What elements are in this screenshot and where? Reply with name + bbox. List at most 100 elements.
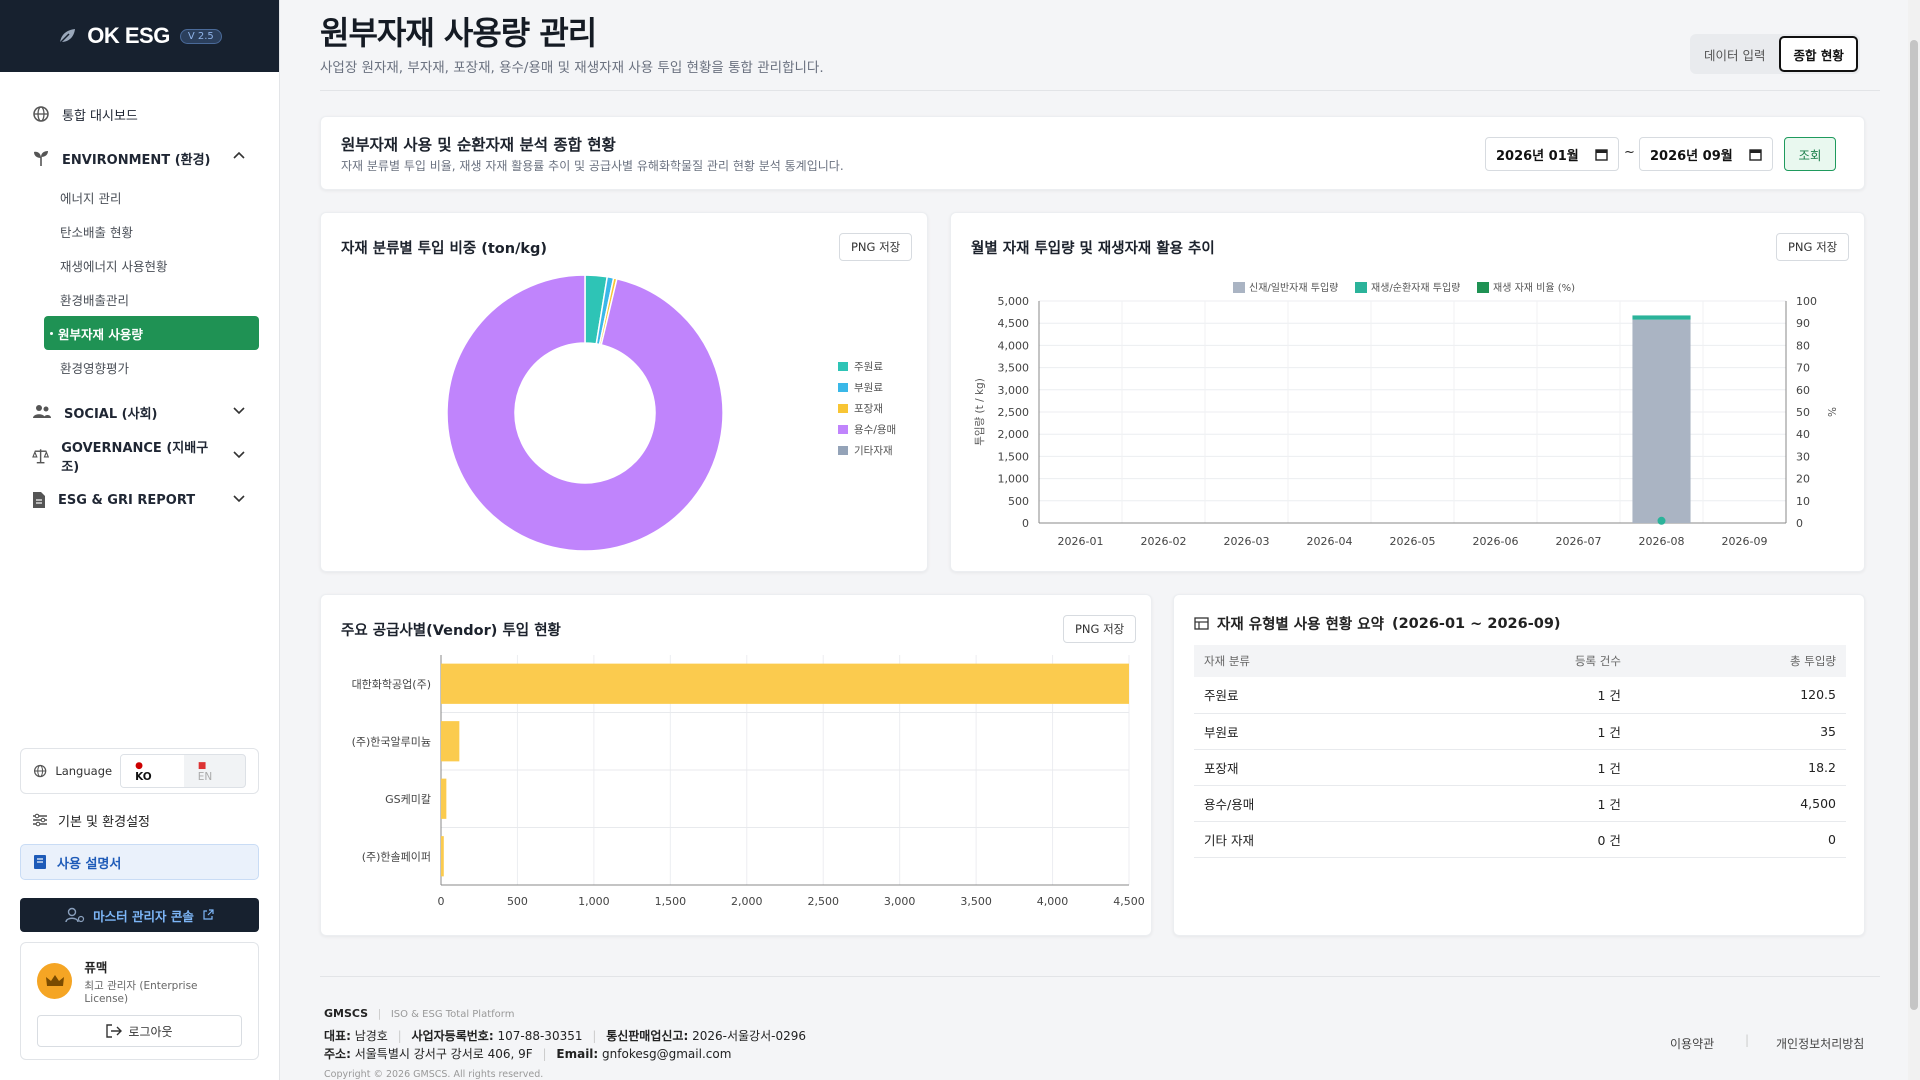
footer-divider: | <box>397 1029 402 1043</box>
legend-swatch <box>838 446 848 455</box>
sidebar-item-energy[interactable]: 에너지 관리 <box>0 180 279 214</box>
sidebar: OK ESG V 2.5 통합 대시보드 ENVIRONMENT (환경) 에너… <box>0 0 280 1080</box>
sidebar-item-renewable[interactable]: 재생에너지 사용현황 <box>0 248 279 282</box>
table-cell: 1 건 <box>1436 785 1621 822</box>
table-header-row: 자재 분류 등록 건수 총 투입량 <box>1194 645 1846 677</box>
nav-governance[interactable]: GOVERNANCE (지배구조) <box>0 434 279 478</box>
footer-addr-label: 주소: <box>324 1047 351 1061</box>
lang-ko-button[interactable]: ● KO <box>121 755 184 787</box>
y-tick-label: 3,000 <box>998 384 1030 397</box>
nav-dashboard[interactable]: 통합 대시보드 <box>0 92 279 136</box>
table-cell: 기타 자재 <box>1194 821 1437 858</box>
y2-tick-label: 90 <box>1796 317 1810 330</box>
x-tick-label: 2026-09 <box>1722 535 1768 548</box>
scale-icon <box>32 449 50 464</box>
footer-terms-link[interactable]: 이용약관 <box>1670 1037 1715 1051</box>
legend-swatch <box>838 404 848 413</box>
y2-tick-label: 80 <box>1796 339 1810 352</box>
y-tick-label: 4,500 <box>998 317 1030 330</box>
manual-link[interactable]: 사용 설명서 <box>20 844 259 880</box>
tab-data-input[interactable]: 데이터 입력 <box>1704 47 1766 63</box>
y-tick-label: 0 <box>1022 517 1029 530</box>
document-icon <box>33 492 45 508</box>
x-tick-label: 3,500 <box>960 895 992 908</box>
table-title-row: 자재 유형별 사용 현황 요약 (2026-01 ~ 2026-09) <box>1194 613 1561 634</box>
summary-filter-card: 원부자재 사용 및 순환자재 분석 종합 현황 자재 분류별 투입 비율, 재생… <box>320 116 1865 190</box>
png-save-button[interactable]: PNG 저장 <box>1063 615 1137 643</box>
x-tick-label: 2026-01 <box>1058 535 1104 548</box>
calendar-icon <box>1595 148 1608 161</box>
nav-report[interactable]: ESG & GRI REPORT <box>0 478 279 522</box>
table-cell: 주원료 <box>1194 677 1437 714</box>
footer-email: gnfokesg@gmail.com <box>602 1047 732 1061</box>
vendor-label: GS케미칼 <box>385 793 431 806</box>
settings-link[interactable]: 기본 및 환경설정 <box>20 802 259 838</box>
bar-new-material <box>1632 319 1691 523</box>
table-period: (2026-01 ~ 2026-09) <box>1391 615 1561 632</box>
sidebar-item-impact[interactable]: 환경영향평가 <box>0 350 279 384</box>
date-from-input[interactable]: 2026년 01월 <box>1485 137 1619 171</box>
table-row: 포장재 1 건 18.2 <box>1194 749 1846 786</box>
legend-swatch <box>1233 282 1245 293</box>
bullet-icon <box>50 331 53 335</box>
footer-privacy-link[interactable]: 개인정보처리방침 <box>1776 1037 1865 1051</box>
version-badge: V 2.5 <box>179 28 222 44</box>
legend-label: 신재/일반자재 투입량 <box>1249 281 1338 294</box>
x-tick-label: 0 <box>438 895 445 908</box>
vendor-bar <box>441 721 460 762</box>
footer-info-row-1: 대표: 남경호 | 사업자등록번호: 107-88-30351 | 통신판매업신… <box>324 1027 806 1044</box>
user-name: 퓨맥 <box>84 960 108 975</box>
summary-card-subtitle: 자재 분류별 투입 비율, 재생 자재 활용률 추이 및 공급사별 유해화학물질… <box>341 159 844 173</box>
sidebar-item-carbon[interactable]: 탄소배출 현황 <box>0 214 279 248</box>
logout-button[interactable]: 로그아웃 <box>37 1015 242 1047</box>
donut-chart-title: 자재 분류별 투입 비중 (ton/kg) <box>341 241 548 257</box>
table-cell: 용수/용매 <box>1194 785 1437 822</box>
chevron-down-icon[interactable] <box>231 446 247 466</box>
tab-overview[interactable]: 종합 현황 <box>1779 36 1858 72</box>
png-save-button[interactable]: PNG 저장 <box>1776 233 1850 261</box>
footer-company-row: GMSCS | ISO & ESG Total Platform <box>324 1007 514 1020</box>
sidebar-bottom: Language ● KO ■ EN 기본 및 환경설정 사용 설명서 마스터 … <box>20 748 259 1060</box>
lang-en-button[interactable]: ■ EN <box>184 755 245 787</box>
page-title: 원부자재 사용량 관리 <box>320 14 597 52</box>
vendor-chart-title: 주요 공급사별(Vendor) 투입 현황 <box>341 623 561 639</box>
footer-divider: | <box>377 1007 382 1020</box>
summary-card-title: 원부자재 사용 및 순환자재 분석 종합 현황 <box>341 136 616 154</box>
footer-mail-order: 2026-서울강서-0296 <box>692 1029 807 1043</box>
x-tick-label: 500 <box>507 895 528 908</box>
vendor-label: (주)한솔페이퍼 <box>362 850 431 863</box>
sidebar-item-label: 탄소배출 현황 <box>60 224 133 240</box>
brand-bar[interactable]: OK ESG V 2.5 <box>0 0 279 72</box>
globe-icon <box>33 106 49 122</box>
x-tick-label: 2026-04 <box>1307 535 1353 548</box>
footer-company: GMSCS <box>324 1007 369 1020</box>
x-tick-label: 2026-08 <box>1639 535 1685 548</box>
png-save-button[interactable]: PNG 저장 <box>839 233 913 261</box>
donut-slice <box>446 274 724 552</box>
table-title: 자재 유형별 사용 현황 요약 <box>1217 617 1384 633</box>
table-cell: 0 건 <box>1436 821 1621 858</box>
scrollbar-thumb[interactable] <box>1910 40 1918 1010</box>
scrollbar[interactable] <box>1908 0 1920 1080</box>
y2-tick-label: 20 <box>1796 473 1810 486</box>
sidebar-item-emission[interactable]: 환경배출관리 <box>0 282 279 316</box>
nav-environment[interactable]: ENVIRONMENT (환경) <box>0 136 279 180</box>
vendor-bar <box>441 778 447 819</box>
chevron-down-icon[interactable] <box>231 490 247 510</box>
y-tick-label: 2,000 <box>998 428 1030 441</box>
search-button[interactable]: 조회 <box>1784 137 1836 171</box>
y-tick-label: 1,500 <box>998 450 1030 463</box>
table-cell: 18.2 <box>1620 749 1846 786</box>
vendor-bar <box>441 836 444 877</box>
sidebar-item-materials[interactable]: 원부자재 사용량 <box>44 316 259 350</box>
nav-social[interactable]: SOCIAL (사회) <box>0 390 279 434</box>
vendor-bar <box>441 663 1129 704</box>
page-subtitle: 사업장 원자재, 부자재, 포장재, 용수/용매 및 재생자재 사용 투입 현황… <box>320 60 824 76</box>
y-tick-label: 4,000 <box>998 339 1030 352</box>
master-console-button[interactable]: 마스터 관리자 콘솔 <box>20 898 259 932</box>
date-to-input[interactable]: 2026년 09월 <box>1639 137 1773 171</box>
chevron-up-icon[interactable] <box>231 148 247 168</box>
table-cell: 120.5 <box>1620 677 1846 714</box>
chevron-down-icon[interactable] <box>231 402 247 422</box>
globe-icon <box>33 764 47 778</box>
